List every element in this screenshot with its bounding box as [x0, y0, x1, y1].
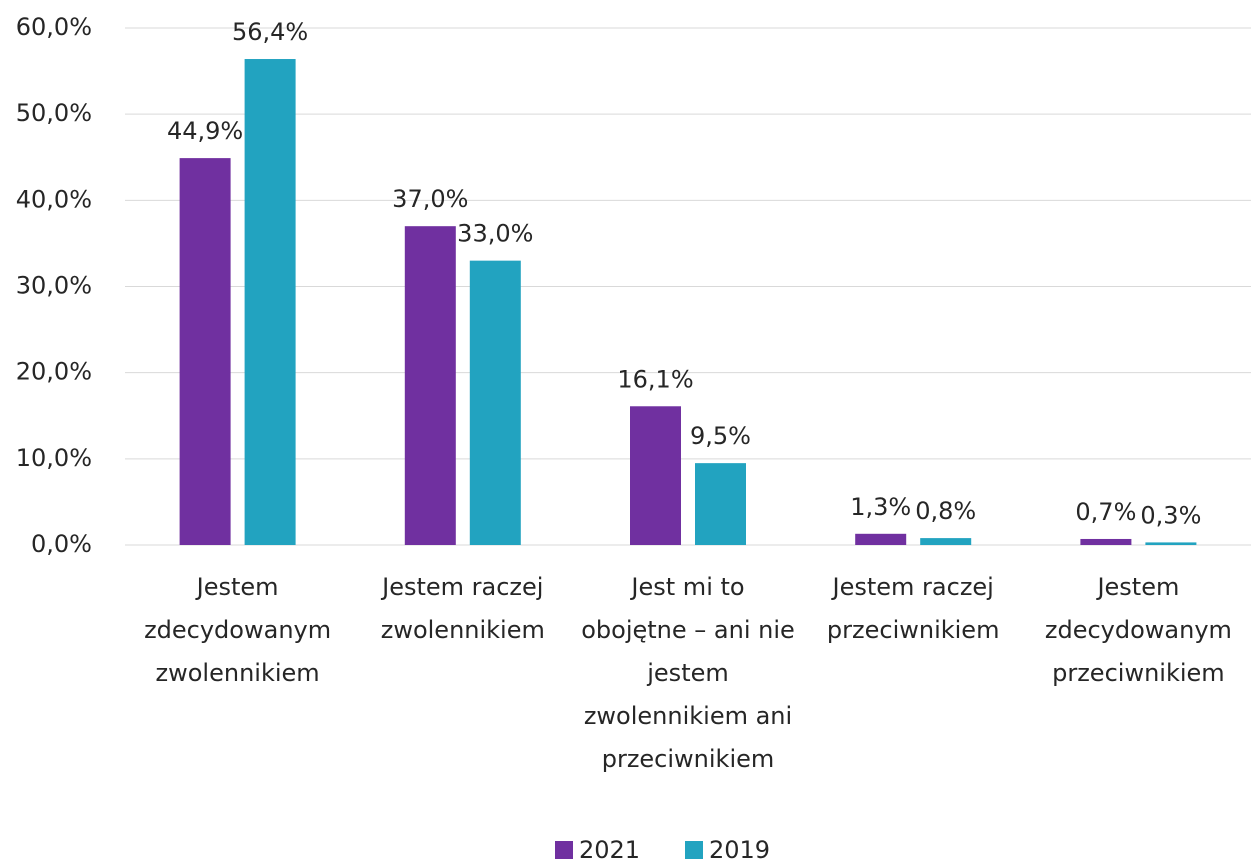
bar: [1145, 542, 1197, 545]
bar: [244, 59, 296, 546]
data-label: 37,0%: [392, 185, 468, 213]
data-label: 56,4%: [232, 18, 308, 46]
y-tick-label: 50,0%: [16, 99, 92, 127]
legend-label: 2021: [579, 836, 640, 860]
bar: [1080, 538, 1132, 545]
y-tick-label: 60,0%: [16, 13, 92, 41]
x-tick-label: Jest mi to obojętne – ani nie jestem zwo…: [581, 573, 795, 773]
legend-label: 2019: [709, 836, 770, 860]
y-tick-label: 0,0%: [31, 530, 92, 558]
y-tick-label: 40,0%: [16, 185, 92, 213]
data-label: 0,7%: [1075, 498, 1136, 526]
legend-swatch: [685, 841, 703, 859]
x-tick-label: Jestem raczej zwolennikiem: [380, 573, 545, 644]
data-label: 1,3%: [850, 493, 911, 521]
bar: [630, 406, 681, 545]
data-label: 33,0%: [457, 220, 533, 248]
y-tick-label: 10,0%: [16, 444, 92, 472]
bar: [695, 463, 746, 545]
legend-swatch: [555, 841, 573, 859]
data-label: 16,1%: [617, 365, 693, 393]
data-label: 44,9%: [167, 117, 243, 145]
y-tick-label: 20,0%: [16, 358, 92, 386]
data-label: 0,3%: [1140, 501, 1201, 529]
bar: [855, 533, 907, 545]
bar: [404, 226, 456, 545]
bar: [469, 260, 521, 545]
x-tick-label: Jestem zdecydowanym zwolennikiem: [144, 573, 332, 687]
data-label: 0,8%: [915, 497, 976, 525]
y-tick-label: 30,0%: [16, 272, 92, 300]
data-label: 9,5%: [690, 422, 751, 450]
x-tick-label: Jestem zdecydowanym przeciwnikiem: [1044, 573, 1232, 687]
bar: [179, 158, 231, 545]
x-tick-label: Jestem raczej przeciwnikiem: [826, 573, 1000, 644]
bar: [920, 538, 972, 545]
